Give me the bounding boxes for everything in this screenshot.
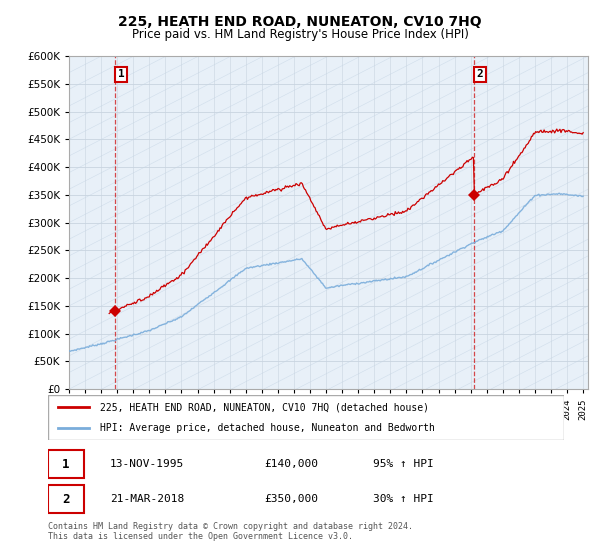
Text: Contains HM Land Registry data © Crown copyright and database right 2024.
This d: Contains HM Land Registry data © Crown c… <box>48 522 413 542</box>
Text: 1: 1 <box>118 69 124 80</box>
Text: 2: 2 <box>476 69 484 80</box>
FancyBboxPatch shape <box>48 485 84 513</box>
FancyBboxPatch shape <box>48 450 84 478</box>
FancyBboxPatch shape <box>48 395 564 440</box>
Text: 95% ↑ HPI: 95% ↑ HPI <box>373 459 434 469</box>
Text: 1: 1 <box>62 458 70 470</box>
Text: £350,000: £350,000 <box>265 494 319 504</box>
Text: 21-MAR-2018: 21-MAR-2018 <box>110 494 184 504</box>
Text: 225, HEATH END ROAD, NUNEATON, CV10 7HQ: 225, HEATH END ROAD, NUNEATON, CV10 7HQ <box>118 15 482 29</box>
Text: £140,000: £140,000 <box>265 459 319 469</box>
Text: 30% ↑ HPI: 30% ↑ HPI <box>373 494 434 504</box>
Text: 225, HEATH END ROAD, NUNEATON, CV10 7HQ (detached house): 225, HEATH END ROAD, NUNEATON, CV10 7HQ … <box>100 402 428 412</box>
Text: HPI: Average price, detached house, Nuneaton and Bedworth: HPI: Average price, detached house, Nune… <box>100 423 434 433</box>
Text: Price paid vs. HM Land Registry's House Price Index (HPI): Price paid vs. HM Land Registry's House … <box>131 28 469 41</box>
Text: 2: 2 <box>62 493 70 506</box>
Text: 13-NOV-1995: 13-NOV-1995 <box>110 459 184 469</box>
